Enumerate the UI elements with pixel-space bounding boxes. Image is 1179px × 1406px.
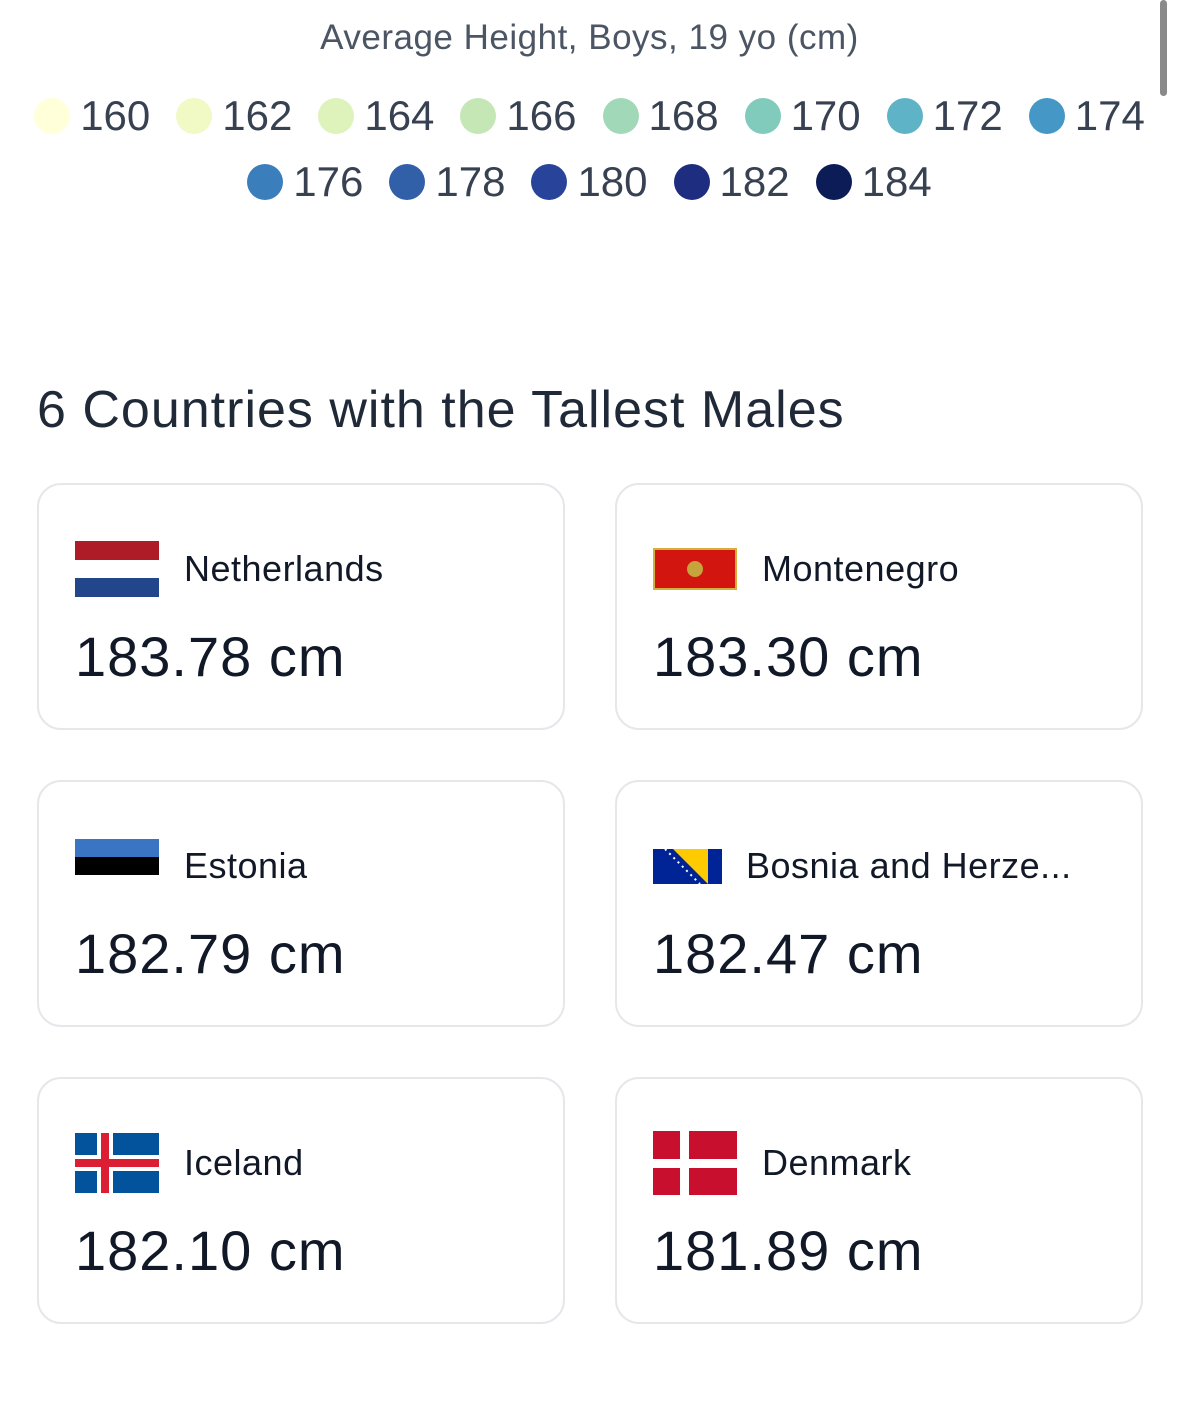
flag bbox=[75, 1133, 159, 1193]
legend-label: 164 bbox=[364, 92, 435, 139]
legend: 160 162 164 166 168 170 172 174 176 178 180 182 184 bbox=[20, 84, 1159, 214]
legend-label: 178 bbox=[435, 158, 506, 205]
country-card: Estonia 182.79 cm bbox=[37, 780, 565, 1027]
scrollbar[interactable] bbox=[1160, 0, 1167, 96]
legend-item: 162 bbox=[176, 84, 292, 148]
card-header: Iceland bbox=[75, 1131, 527, 1195]
card-header: Netherlands bbox=[75, 537, 527, 601]
legend-swatch bbox=[460, 98, 497, 134]
legend-swatch bbox=[34, 98, 71, 134]
legend-item: 168 bbox=[602, 84, 719, 148]
legend-swatch bbox=[247, 164, 284, 200]
legend-item: 170 bbox=[744, 84, 861, 148]
flag bbox=[653, 548, 737, 590]
flag bbox=[653, 848, 722, 884]
country-name: Estonia bbox=[184, 845, 308, 886]
country-card: Montenegro 183.30 cm bbox=[615, 483, 1143, 730]
legend-swatch bbox=[886, 98, 923, 134]
legend-swatch bbox=[602, 98, 639, 134]
country-card: Netherlands 183.78 cm bbox=[37, 483, 565, 730]
legend-label: 170 bbox=[790, 92, 861, 139]
legend-item: 178 bbox=[389, 150, 505, 214]
legend-label: 172 bbox=[932, 92, 1003, 139]
card-header: Denmark bbox=[653, 1131, 1105, 1195]
country-name: Iceland bbox=[184, 1142, 304, 1183]
legend-swatch bbox=[531, 164, 568, 200]
height-value: 181.89 cm bbox=[653, 1219, 924, 1282]
height-value: 182.10 cm bbox=[75, 1219, 346, 1282]
legend-label: 160 bbox=[80, 92, 151, 139]
legend-label: 174 bbox=[1074, 92, 1145, 139]
legend-label: 180 bbox=[577, 158, 648, 205]
legend-item: 166 bbox=[460, 84, 577, 148]
legend-title: Average Height, Boys, 19 yo (cm) bbox=[320, 18, 859, 57]
height-value: 182.79 cm bbox=[75, 922, 346, 985]
country-name: Denmark bbox=[762, 1142, 912, 1183]
legend-item: 172 bbox=[886, 84, 1003, 148]
flag bbox=[75, 839, 159, 893]
legend-swatch bbox=[1028, 98, 1065, 134]
legend-swatch bbox=[176, 98, 213, 134]
height-value: 182.47 cm bbox=[653, 922, 924, 985]
country-name: Bosnia and Herze... bbox=[746, 845, 1072, 886]
flag bbox=[75, 541, 159, 597]
legend-label: 166 bbox=[506, 92, 577, 139]
legend-item: 180 bbox=[531, 150, 648, 214]
country-card: Iceland 182.10 cm bbox=[37, 1077, 565, 1324]
legend-label: 168 bbox=[648, 92, 719, 139]
legend-item: 160 bbox=[34, 84, 150, 148]
country-card: Bosnia and Herze... 182.47 cm bbox=[615, 780, 1143, 1027]
legend-swatch bbox=[815, 164, 852, 200]
legend-label: 176 bbox=[293, 158, 364, 205]
legend-swatch bbox=[673, 164, 710, 200]
legend-swatch bbox=[389, 164, 426, 200]
country-card: Denmark 181.89 cm bbox=[615, 1077, 1143, 1324]
legend-swatch bbox=[744, 98, 781, 134]
card-header: Montenegro bbox=[653, 537, 1105, 601]
height-value: 183.30 cm bbox=[653, 625, 924, 688]
card-header: Estonia bbox=[75, 834, 527, 898]
legend-label: 162 bbox=[222, 92, 293, 139]
legend-label: 184 bbox=[861, 158, 932, 205]
legend-item: 184 bbox=[815, 150, 932, 214]
legend-item: 176 bbox=[247, 150, 363, 214]
legend-label: 182 bbox=[719, 158, 790, 205]
card-header: Bosnia and Herze... bbox=[653, 834, 1105, 898]
legend-item: 182 bbox=[673, 150, 790, 214]
legend-item: 174 bbox=[1028, 84, 1145, 148]
height-value: 183.78 cm bbox=[75, 625, 346, 688]
country-name: Netherlands bbox=[184, 548, 384, 589]
card-grid: Netherlands 183.78 cm Montenegro 183.30 … bbox=[37, 483, 1143, 1324]
legend-item: 164 bbox=[318, 84, 434, 148]
flag bbox=[653, 1131, 737, 1195]
section-title: 6 Countries with the Tallest Males bbox=[37, 381, 845, 439]
country-name: Montenegro bbox=[762, 548, 960, 589]
legend-swatch bbox=[318, 98, 355, 134]
